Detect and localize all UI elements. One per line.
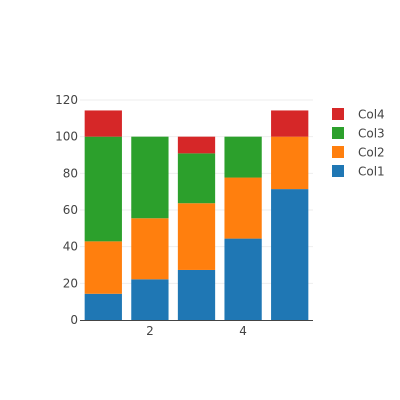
legend: Col4 Col3 Col2 Col1 xyxy=(332,108,385,179)
x-tick-label: 4 xyxy=(239,324,247,338)
y-tick-label: 100 xyxy=(55,130,78,144)
legend-swatch xyxy=(332,127,344,139)
legend-swatch xyxy=(332,146,344,158)
x-tick-label: 2 xyxy=(146,324,154,338)
bar-col1-x1[interactable] xyxy=(84,293,122,320)
bar-col3-x1[interactable] xyxy=(84,136,122,242)
bar-col4-x3[interactable] xyxy=(177,136,216,154)
legend-swatch xyxy=(332,108,344,120)
y-tick-label: 120 xyxy=(55,93,78,107)
bar-col1-x2[interactable] xyxy=(131,279,169,320)
bar-col1-x3[interactable] xyxy=(177,269,216,320)
legend-label: Col2 xyxy=(358,146,385,160)
legend-item-col3[interactable]: Col3 xyxy=(332,127,385,141)
bar-col1-x5[interactable] xyxy=(271,189,309,320)
bars xyxy=(84,110,309,320)
y-tick-label: 20 xyxy=(63,276,78,290)
bar-col4-x1[interactable] xyxy=(84,110,122,137)
bar-col2-x2[interactable] xyxy=(131,218,169,280)
legend-item-col2[interactable]: Col2 xyxy=(332,146,385,160)
bar-col3-x3[interactable] xyxy=(177,153,216,204)
y-tick-label: 40 xyxy=(63,240,78,254)
bar-col2-x4[interactable] xyxy=(224,177,262,239)
bar-col2-x5[interactable] xyxy=(271,136,309,190)
legend-label: Col4 xyxy=(358,108,385,122)
legend-item-col4[interactable]: Col4 xyxy=(332,108,385,122)
y-tick-label: 80 xyxy=(63,166,78,180)
axes: 0 20 40 60 80 100 120 2 4 xyxy=(55,93,313,338)
bar-col2-x3[interactable] xyxy=(177,203,216,270)
bar-col1-x4[interactable] xyxy=(224,238,262,320)
y-tick-label: 60 xyxy=(63,203,78,217)
bar-col3-x4[interactable] xyxy=(224,136,262,178)
y-tick-label: 0 xyxy=(70,313,78,327)
bar-col4-x5[interactable] xyxy=(271,110,309,137)
legend-item-col1[interactable]: Col1 xyxy=(332,165,385,179)
bar-col2-x1[interactable] xyxy=(84,241,122,294)
bar-col3-x2[interactable] xyxy=(131,136,169,219)
legend-label: Col1 xyxy=(358,165,385,179)
legend-swatch xyxy=(332,165,344,177)
legend-label: Col3 xyxy=(358,127,385,141)
